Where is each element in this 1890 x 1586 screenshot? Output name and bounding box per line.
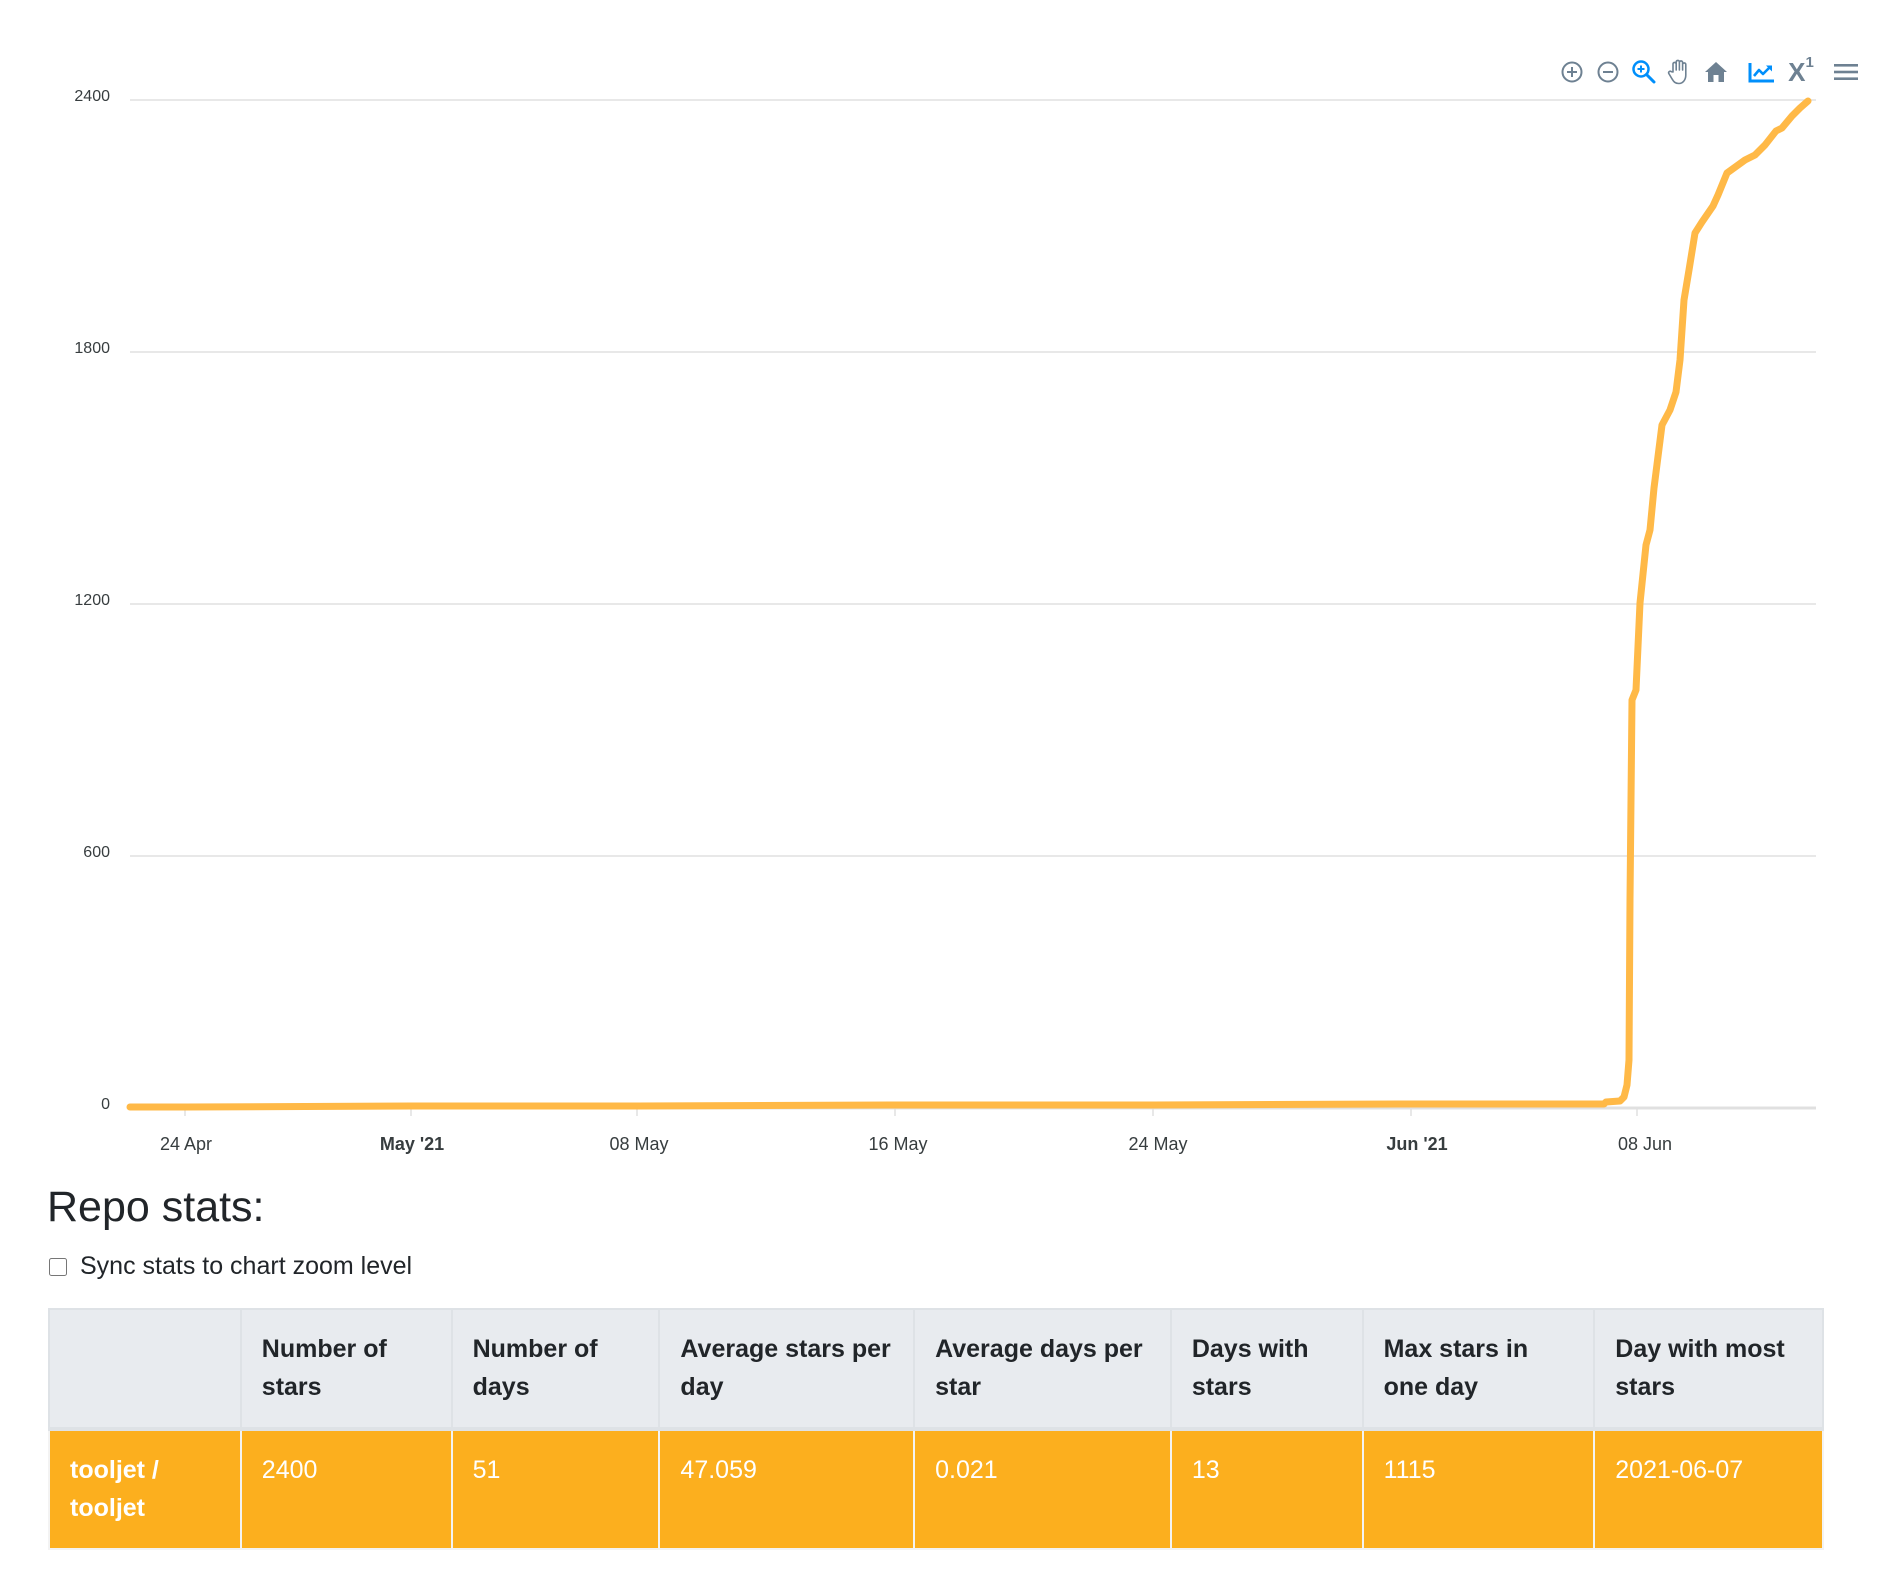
- x-tick-label: 08 May: [609, 1134, 669, 1154]
- y-tick-label: 0: [101, 1096, 110, 1113]
- x-tick-label: 16 May: [868, 1134, 928, 1154]
- chart-toolbar: X1: [1558, 55, 1868, 87]
- star-history-chart[interactable]: 2400 1800 1200 600 0 24 Apr May '21 08 M…: [0, 0, 1890, 1170]
- average-stars-per-day-cell: 47.059: [658, 1428, 916, 1550]
- sync-stats-option[interactable]: Sync stats to chart zoom level: [48, 1252, 412, 1281]
- number-of-stars-cell: 2400: [239, 1428, 453, 1550]
- repo-stats-heading: Repo stats:: [47, 1183, 265, 1231]
- x1-icon: X1: [1788, 55, 1814, 87]
- column-header-repo: [48, 1308, 242, 1431]
- x-tick-label: 24 May: [1128, 1134, 1188, 1154]
- x-tick-label: 24 Apr: [159, 1134, 213, 1154]
- selection-zoom-icon: [1632, 60, 1656, 84]
- repo-name-cell: tooljet / tooljet: [48, 1428, 242, 1550]
- selection-zoom-button[interactable]: [1630, 58, 1658, 86]
- sync-stats-label: Sync stats to chart zoom level: [80, 1252, 413, 1280]
- column-header-number-of-days: Number of days: [450, 1308, 661, 1431]
- table-header-row: Number of stars Number of days Average s…: [48, 1308, 1824, 1431]
- column-header-average-stars-per-day: Average stars per day: [658, 1308, 916, 1431]
- column-header-day-with-most-stars: Day with most stars: [1593, 1308, 1824, 1431]
- zoom-out-button[interactable]: [1594, 58, 1622, 86]
- days-with-stars-cell: 13: [1169, 1428, 1364, 1550]
- pan-button[interactable]: [1666, 58, 1694, 86]
- x-tick-label: 08 Jun: [1617, 1134, 1673, 1154]
- column-header-number-of-stars: Number of stars: [239, 1308, 453, 1431]
- chart-type-button[interactable]: [1748, 58, 1776, 86]
- menu-icon: [1834, 64, 1858, 80]
- chart-plot-area[interactable]: [0, 0, 1890, 1170]
- reset-zoom-button[interactable]: [1702, 58, 1730, 86]
- line-chart-icon: [1748, 63, 1774, 83]
- repo-stats-table: Number of stars Number of days Average s…: [48, 1308, 1824, 1550]
- sync-stats-checkbox[interactable]: [49, 1257, 67, 1276]
- average-days-per-star-cell: 0.021: [913, 1428, 1172, 1550]
- zoom-in-button[interactable]: [1558, 58, 1586, 86]
- max-stars-in-one-day-cell: 1115: [1361, 1428, 1596, 1550]
- x-tick-label: Jun '21: [1386, 1134, 1448, 1154]
- star-history-line[interactable]: [126, 97, 1812, 1111]
- y-tick-label: 2400: [74, 88, 110, 105]
- per-day-toggle-button[interactable]: X1: [1784, 55, 1818, 87]
- number-of-days-cell: 51: [450, 1428, 661, 1550]
- column-header-max-stars-in-one-day: Max stars in one day: [1361, 1308, 1596, 1431]
- y-tick-label: 1200: [74, 592, 110, 609]
- x-tick-label: May '21: [379, 1134, 445, 1154]
- y-tick-label: 1800: [74, 340, 110, 357]
- zoom-out-icon: [1597, 61, 1619, 83]
- column-header-average-days-per-star: Average days per star: [913, 1308, 1172, 1431]
- zoom-in-icon: [1561, 61, 1583, 83]
- chart-menu-button[interactable]: [1832, 58, 1860, 86]
- table-row: tooljet / tooljet 2400 51 47.059 0.021 1…: [48, 1428, 1824, 1550]
- home-icon: [1705, 62, 1727, 82]
- x1-icon-x: X: [1788, 57, 1806, 87]
- day-with-most-stars-cell: 2021-06-07: [1593, 1428, 1824, 1550]
- x1-icon-sup: 1: [1805, 54, 1814, 72]
- column-header-days-with-stars: Days with stars: [1169, 1308, 1364, 1431]
- pan-hand-icon: [1667, 59, 1687, 85]
- y-tick-label: 600: [83, 844, 110, 861]
